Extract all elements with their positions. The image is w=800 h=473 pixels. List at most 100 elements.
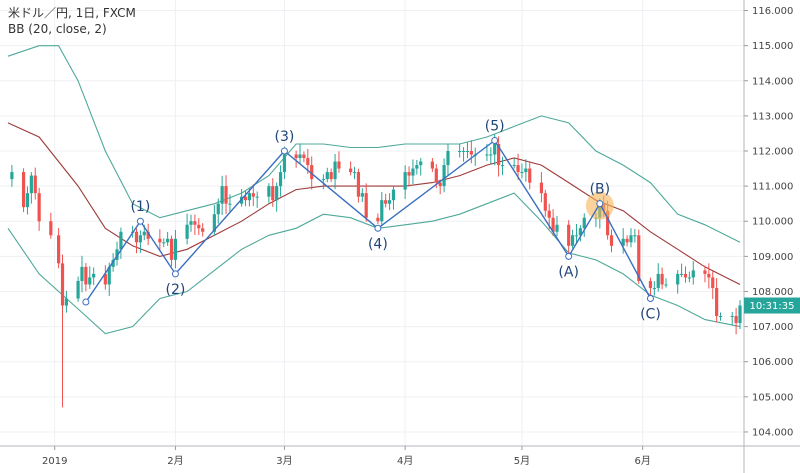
candle-body [364, 193, 368, 218]
candle-body [352, 172, 357, 174]
candle-body [625, 238, 629, 243]
candle-body [578, 228, 582, 236]
candle-body [434, 168, 438, 183]
candle-body [500, 165, 505, 167]
y-tick-label: 104.000 [752, 427, 793, 438]
candle-body [64, 298, 69, 306]
candle-body [275, 186, 279, 201]
candle-body [711, 277, 715, 288]
wave-label: (3) [275, 129, 295, 145]
candle-body [306, 158, 310, 166]
candle-body [648, 280, 653, 288]
candle-body [33, 175, 37, 194]
x-tick-label: 6月 [634, 455, 650, 467]
wave-label: (B) [590, 182, 611, 198]
wave-point [596, 200, 604, 208]
candle-body [656, 273, 660, 288]
candle-body [419, 161, 423, 166]
candle-body [489, 154, 493, 156]
candle-body [138, 235, 142, 243]
candle-body [356, 172, 361, 197]
candle-body [543, 193, 547, 211]
chart-legend: 米ドル／円, 1日, FXCM BB (20, close, 2) [8, 5, 136, 37]
candle-body [707, 273, 711, 278]
candle-body [465, 151, 470, 153]
wave-label: (1) [130, 199, 150, 215]
candle-body [294, 154, 298, 159]
candle-body [516, 165, 520, 173]
candle-body [496, 143, 501, 166]
wave-label: (5) [485, 118, 505, 134]
y-tick-label: 112.000 [752, 147, 793, 158]
bollinger-bands [7, 45, 741, 335]
candle-body [185, 224, 189, 239]
candle-body [220, 186, 224, 204]
candle-body [158, 238, 162, 243]
candle-body [282, 154, 287, 173]
candle-body [166, 238, 170, 243]
candle-body [637, 235, 641, 281]
candle-body [298, 154, 302, 159]
bb-upper-line [7, 45, 741, 243]
candle-body [197, 224, 201, 229]
candle-body [391, 189, 396, 201]
candle-body [329, 172, 333, 180]
candle-body [278, 172, 283, 187]
y-tick-label: 116.000 [752, 6, 793, 17]
price-tag-label: 10:31:35 [750, 301, 795, 312]
candle-body [380, 200, 384, 222]
candle-body [679, 273, 684, 275]
candle-body [321, 179, 325, 181]
candle-body [528, 168, 532, 183]
candle-body [446, 151, 450, 166]
candle-body [212, 214, 216, 232]
candle-body [302, 154, 306, 159]
candle-body [438, 182, 442, 187]
symbol-title: 米ドル／円, 1日, FXCM [8, 6, 136, 20]
candle-body [567, 224, 571, 246]
candle-body [247, 193, 252, 201]
y-tick-label: 114.000 [752, 76, 793, 87]
candle-body [621, 238, 625, 246]
candle-body [493, 143, 497, 155]
price-tag [744, 297, 800, 314]
candle-body [469, 151, 473, 155]
wave-point [646, 295, 654, 303]
candle-body [524, 168, 528, 173]
candle-body [629, 235, 633, 243]
candle-body [142, 231, 146, 236]
candle-body [415, 165, 419, 169]
candle-body [76, 280, 80, 299]
wave-point [171, 270, 179, 278]
candle-body [21, 172, 26, 208]
candle-body [676, 273, 680, 285]
candle-body [146, 231, 150, 239]
candle-body [29, 175, 33, 194]
x-tick-label: 4月 [397, 455, 413, 467]
candle-body [461, 151, 466, 153]
candle-body [520, 172, 524, 174]
candle-body [551, 217, 555, 232]
wave-point [374, 224, 382, 232]
candle-body [683, 273, 688, 278]
candle-body [411, 168, 415, 176]
candle-body [582, 217, 586, 229]
candle-body [512, 165, 516, 167]
candle-body [360, 193, 364, 197]
candle-body [570, 235, 575, 246]
wave-label: (A) [558, 264, 579, 280]
candle-body [251, 193, 255, 197]
candle-body [730, 316, 734, 318]
candle-body [384, 200, 388, 204]
y-tick-label: 107.000 [752, 322, 793, 333]
candle-body [88, 277, 92, 285]
candle-body [376, 217, 380, 222]
candle-body [173, 238, 178, 260]
candle-body [458, 151, 462, 153]
candle-body [193, 221, 197, 225]
candle-body [228, 203, 232, 205]
candle-body [162, 242, 166, 244]
